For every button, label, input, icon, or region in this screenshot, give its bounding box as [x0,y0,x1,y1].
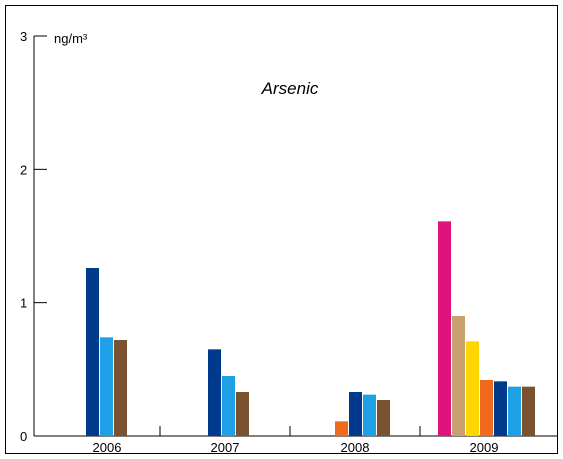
bar-2007-1 [208,349,221,436]
bar-2009-5 [494,381,507,436]
bar-2009-2 [452,316,465,436]
bar-2009-1 [438,221,451,436]
bar-2009-4 [480,380,493,436]
y-tick-label: 3 [20,29,27,44]
bar-2009-3 [466,341,479,436]
bar-2006-1 [86,268,99,436]
chart-title: Arsenic [261,79,319,98]
bar-2008-2 [349,392,362,436]
bar-2006-2 [100,337,113,436]
bar-2009-6 [508,386,521,436]
x-tick-label: 2009 [470,440,499,455]
x-tick-label: 2007 [211,440,240,455]
y-ticks: 0 1 2 3 [20,29,47,444]
bar-2007-2 [222,376,235,436]
y-tick-label: 2 [20,162,27,177]
y-tick-label: 1 [20,296,27,311]
y-axis-unit-label: ng/m³ [54,31,88,46]
x-category-groups: 2006 2007 2008 2009 [93,426,499,455]
bar-2008-4 [377,400,390,436]
y-tick-label: 0 [20,429,27,444]
bar-2009-7 [522,386,535,436]
bar-2008-3 [363,394,376,436]
bar-2007-3 [236,392,249,436]
bars [86,221,535,436]
x-tick-label: 2008 [341,440,370,455]
bar-2008-1 [335,421,348,436]
bar-2006-3 [114,340,127,436]
x-tick-label: 2006 [93,440,122,455]
